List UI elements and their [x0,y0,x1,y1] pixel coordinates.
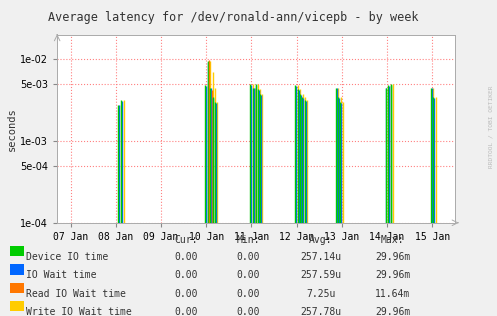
Text: 0.00: 0.00 [174,307,198,316]
Text: Max:: Max: [381,235,405,246]
Text: 257.59u: 257.59u [300,270,341,280]
Text: Average latency for /dev/ronald-ann/vicepb - by week: Average latency for /dev/ronald-ann/vice… [48,11,419,24]
Text: Cur:: Cur: [174,235,198,246]
Text: 11.64m: 11.64m [375,289,410,299]
Text: Avg:: Avg: [309,235,332,246]
Text: Min:: Min: [237,235,260,246]
Text: Read IO Wait time: Read IO Wait time [26,289,126,299]
Y-axis label: seconds: seconds [7,107,17,151]
Text: Device IO time: Device IO time [26,252,108,262]
Text: IO Wait time: IO Wait time [26,270,97,280]
Text: Write IO Wait time: Write IO Wait time [26,307,132,316]
Text: 29.96m: 29.96m [375,252,410,262]
Text: 7.25u: 7.25u [306,289,335,299]
Text: 29.96m: 29.96m [375,270,410,280]
Text: 0.00: 0.00 [174,289,198,299]
Text: 0.00: 0.00 [237,289,260,299]
Text: 0.00: 0.00 [174,270,198,280]
Text: 257.14u: 257.14u [300,252,341,262]
Text: 0.00: 0.00 [174,252,198,262]
Text: 257.78u: 257.78u [300,307,341,316]
Text: 0.00: 0.00 [237,252,260,262]
Text: 0.00: 0.00 [237,270,260,280]
Text: RRDTOOL / TOBI OETIKER: RRDTOOL / TOBI OETIKER [489,85,494,168]
Text: 29.96m: 29.96m [375,307,410,316]
Text: 0.00: 0.00 [237,307,260,316]
